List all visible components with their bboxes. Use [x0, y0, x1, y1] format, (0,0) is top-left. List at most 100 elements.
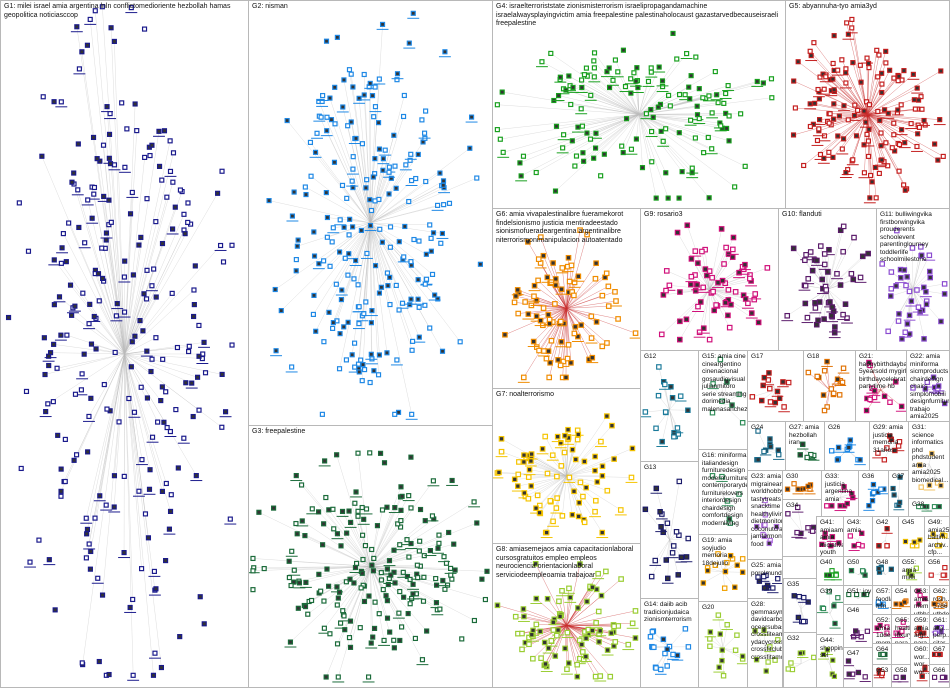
node[interactable] [846, 671, 852, 677]
node[interactable] [688, 281, 694, 288]
node[interactable] [121, 309, 128, 315]
node[interactable] [660, 636, 667, 643]
node[interactable] [677, 318, 683, 325]
node[interactable] [371, 368, 377, 374]
node[interactable] [918, 244, 924, 250]
node[interactable] [893, 379, 899, 385]
node[interactable] [705, 134, 711, 141]
node[interactable] [915, 588, 921, 594]
node[interactable] [879, 261, 885, 267]
node[interactable] [84, 526, 91, 532]
node[interactable] [482, 596, 488, 603]
node[interactable] [916, 625, 922, 631]
node[interactable] [726, 324, 733, 331]
node[interactable] [936, 596, 943, 602]
node[interactable] [683, 554, 690, 560]
node[interactable] [515, 471, 522, 478]
node[interactable] [878, 130, 884, 136]
node[interactable] [830, 657, 836, 663]
node[interactable] [407, 302, 413, 308]
node[interactable] [332, 121, 338, 127]
node[interactable] [437, 170, 443, 176]
node[interactable] [629, 445, 636, 452]
node[interactable] [558, 318, 564, 325]
node[interactable] [566, 474, 573, 481]
node[interactable] [893, 283, 899, 289]
node[interactable] [428, 248, 434, 254]
node[interactable] [581, 72, 588, 78]
node[interactable] [821, 407, 828, 414]
node[interactable] [879, 89, 885, 96]
node[interactable] [911, 539, 917, 545]
node[interactable] [885, 328, 891, 335]
node[interactable] [884, 526, 890, 532]
node[interactable] [79, 371, 85, 377]
node[interactable] [394, 357, 400, 363]
node[interactable] [851, 112, 858, 119]
node[interactable] [433, 600, 440, 606]
node[interactable] [669, 550, 676, 556]
node[interactable] [400, 113, 407, 120]
node[interactable] [404, 537, 410, 543]
node[interactable] [498, 436, 505, 442]
node[interactable] [835, 595, 841, 601]
node[interactable] [547, 498, 554, 504]
node[interactable] [653, 195, 659, 201]
node[interactable] [369, 93, 376, 99]
node[interactable] [901, 182, 907, 188]
node[interactable] [665, 195, 671, 201]
node[interactable] [397, 588, 403, 595]
node[interactable] [761, 573, 767, 580]
node[interactable] [293, 472, 299, 479]
node[interactable] [442, 49, 448, 55]
node[interactable] [399, 624, 405, 630]
node[interactable] [92, 515, 98, 521]
node[interactable] [229, 242, 235, 248]
node[interactable] [898, 274, 904, 281]
node[interactable] [727, 520, 733, 526]
node[interactable] [416, 304, 422, 310]
node[interactable] [710, 381, 716, 387]
node[interactable] [167, 508, 174, 514]
node[interactable] [181, 211, 187, 217]
node[interactable] [396, 307, 402, 313]
node[interactable] [146, 486, 153, 492]
node[interactable] [543, 355, 550, 362]
node[interactable] [376, 290, 383, 296]
node[interactable] [561, 132, 567, 138]
node[interactable] [86, 413, 92, 420]
node[interactable] [151, 266, 157, 272]
node[interactable] [726, 113, 732, 119]
node[interactable] [324, 114, 330, 120]
node[interactable] [906, 312, 913, 319]
node[interactable] [896, 311, 902, 317]
node[interactable] [824, 358, 830, 365]
node[interactable] [562, 432, 568, 439]
node[interactable] [381, 460, 388, 466]
node[interactable] [725, 286, 732, 293]
node[interactable] [821, 367, 828, 374]
node[interactable] [358, 227, 364, 234]
node[interactable] [558, 463, 565, 469]
node[interactable] [688, 73, 694, 79]
node[interactable] [635, 84, 641, 91]
node[interactable] [753, 657, 760, 663]
node[interactable] [52, 607, 58, 613]
node[interactable] [909, 245, 916, 251]
node[interactable] [83, 555, 89, 561]
node[interactable] [797, 452, 803, 458]
node[interactable] [718, 226, 725, 232]
node[interactable] [350, 154, 356, 160]
node[interactable] [649, 129, 655, 135]
node[interactable] [545, 311, 552, 318]
node[interactable] [71, 170, 77, 176]
node[interactable] [704, 272, 710, 279]
node[interactable] [884, 445, 890, 451]
node[interactable] [901, 267, 908, 273]
node[interactable] [618, 576, 624, 582]
node[interactable] [166, 526, 172, 532]
node[interactable] [895, 78, 901, 84]
node[interactable] [766, 370, 772, 376]
node[interactable] [828, 543, 834, 549]
node[interactable] [541, 639, 548, 646]
